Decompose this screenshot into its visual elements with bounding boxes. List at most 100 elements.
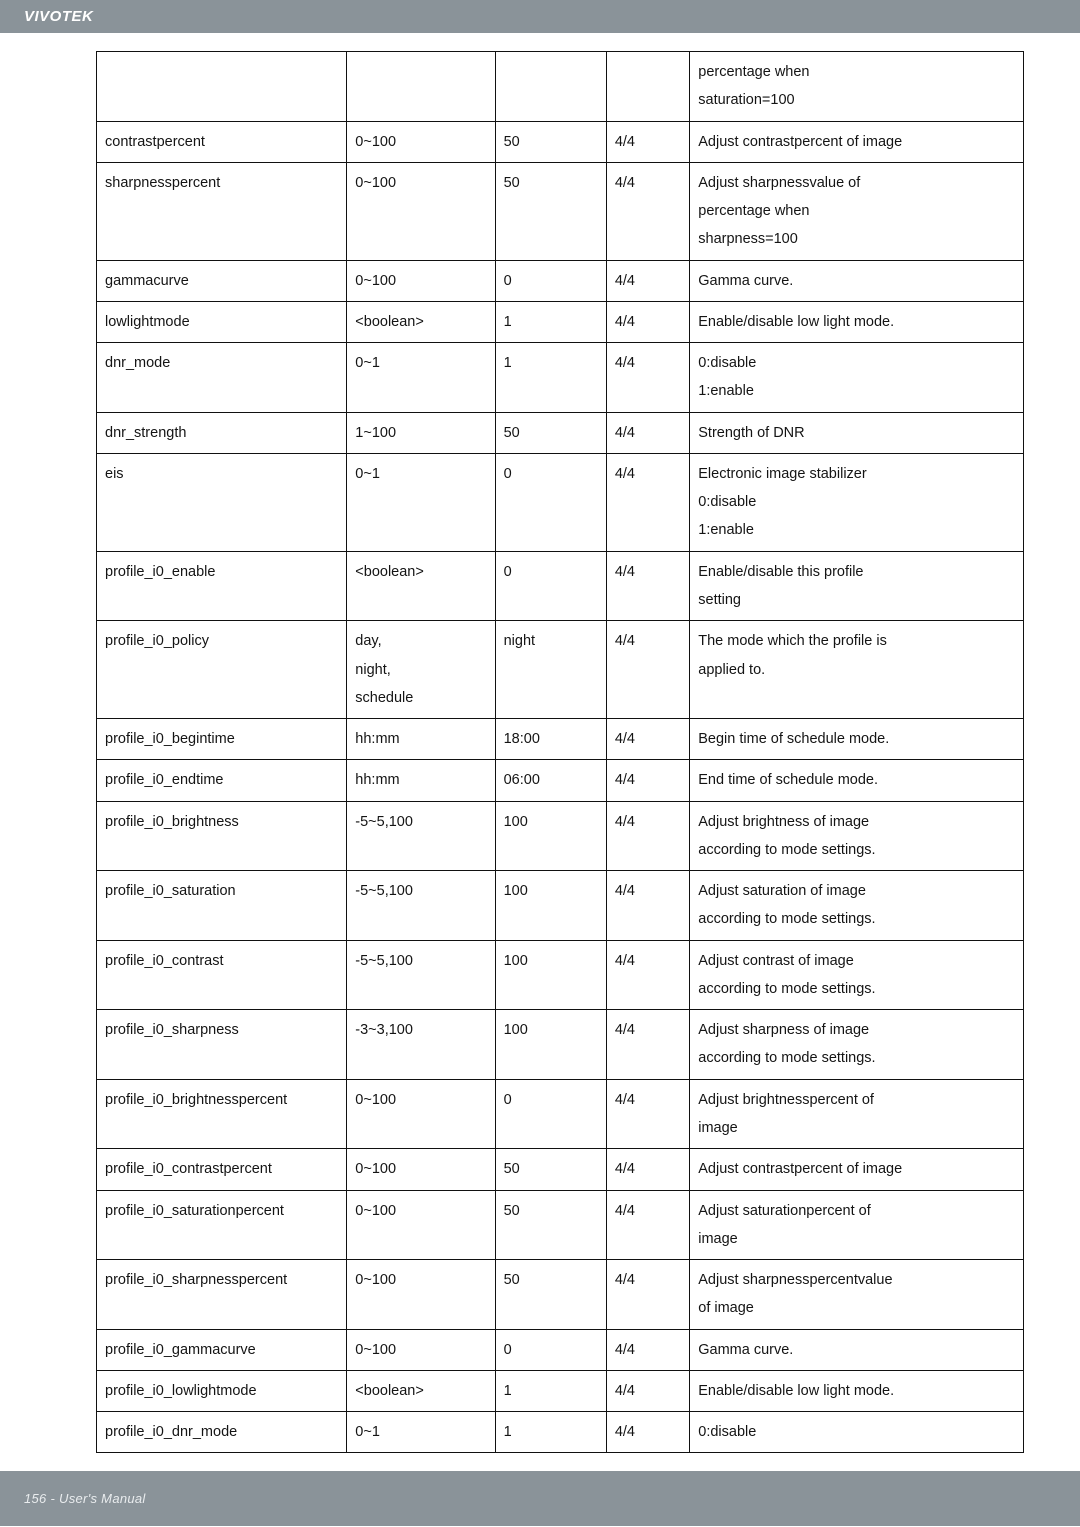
table-cell: -5~5,100 — [347, 871, 495, 941]
table-cell: -5~5,100 — [347, 801, 495, 871]
table-cell: 0:disable — [690, 1412, 1024, 1453]
table-cell: <boolean> — [347, 551, 495, 621]
table-cell: 1 — [495, 343, 606, 413]
table-row: profile_i0_brightness-5~5,1001004/4Adjus… — [97, 801, 1024, 871]
table-row: percentage whensaturation=100 — [97, 52, 1024, 122]
table-cell: Begin time of schedule mode. — [690, 719, 1024, 760]
table-cell: eis — [97, 453, 347, 551]
table-cell: 50 — [495, 1149, 606, 1190]
table-cell: 4/4 — [606, 1329, 689, 1370]
table-row: profile_i0_gammacurve0~10004/4Gamma curv… — [97, 1329, 1024, 1370]
table-cell: Electronic image stabilizer0:disable1:en… — [690, 453, 1024, 551]
table-cell: Strength of DNR — [690, 412, 1024, 453]
table-cell: Adjust sharpnessvalue ofpercentage whens… — [690, 162, 1024, 260]
table-cell: profile_i0_brightness — [97, 801, 347, 871]
table-cell: <boolean> — [347, 1370, 495, 1411]
table-cell: profile_i0_begintime — [97, 719, 347, 760]
table-row: profile_i0_lowlightmode<boolean>14/4Enab… — [97, 1370, 1024, 1411]
table-cell: 50 — [495, 162, 606, 260]
table-cell: profile_i0_brightnesspercent — [97, 1079, 347, 1149]
table-cell: -5~5,100 — [347, 940, 495, 1010]
table-cell: 4/4 — [606, 1010, 689, 1080]
table-cell: 4/4 — [606, 453, 689, 551]
table-cell: 0 — [495, 1079, 606, 1149]
table-row: profile_i0_enable<boolean>04/4Enable/dis… — [97, 551, 1024, 621]
table-row: profile_i0_saturation-5~5,1001004/4Adjus… — [97, 871, 1024, 941]
table-cell: 4/4 — [606, 940, 689, 1010]
table-cell: profile_i0_lowlightmode — [97, 1370, 347, 1411]
table-cell: Adjust saturationpercent ofimage — [690, 1190, 1024, 1260]
table-row: profile_i0_policyday,night,schedulenight… — [97, 621, 1024, 719]
table-row: contrastpercent0~100504/4Adjust contrast… — [97, 121, 1024, 162]
footer-bar: 156 - User's Manual — [0, 1471, 1080, 1526]
table-row: dnr_strength1~100504/4Strength of DNR — [97, 412, 1024, 453]
table-cell: dnr_strength — [97, 412, 347, 453]
table-cell: lowlightmode — [97, 301, 347, 342]
table-cell: 0~100 — [347, 1329, 495, 1370]
table-row: profile_i0_dnr_mode0~114/40:disable — [97, 1412, 1024, 1453]
table-cell: day,night,schedule — [347, 621, 495, 719]
table-cell: Gamma curve. — [690, 1329, 1024, 1370]
brand-label: VIVOTEK — [24, 8, 93, 25]
table-cell: -3~3,100 — [347, 1010, 495, 1080]
table-cell: profile_i0_sharpness — [97, 1010, 347, 1080]
table-row: profile_i0_begintimehh:mm18:004/4Begin t… — [97, 719, 1024, 760]
table-cell: Adjust contrastpercent of image — [690, 1149, 1024, 1190]
table-cell: profile_i0_policy — [97, 621, 347, 719]
table-cell: 4/4 — [606, 162, 689, 260]
table-cell: Adjust saturation of imageaccording to m… — [690, 871, 1024, 941]
table-cell: profile_i0_contrast — [97, 940, 347, 1010]
table-cell: 4/4 — [606, 551, 689, 621]
table-cell: 0~100 — [347, 1260, 495, 1330]
table-cell: 4/4 — [606, 760, 689, 801]
table-cell: 18:00 — [495, 719, 606, 760]
table-row: profile_i0_contrastpercent0~100504/4Adju… — [97, 1149, 1024, 1190]
parameters-table: percentage whensaturation=100contrastper… — [96, 51, 1024, 1453]
page-number-label: 156 - User's Manual — [24, 1491, 146, 1506]
table-cell: profile_i0_enable — [97, 551, 347, 621]
table-row: eis0~104/4Electronic image stabilizer0:d… — [97, 453, 1024, 551]
table-cell: Adjust brightness of imageaccording to m… — [690, 801, 1024, 871]
table-cell: Enable/disable low light mode. — [690, 1370, 1024, 1411]
table-cell: 50 — [495, 1260, 606, 1330]
table-cell: profile_i0_sharpnesspercent — [97, 1260, 347, 1330]
table-cell: night — [495, 621, 606, 719]
table-cell: 0~100 — [347, 1079, 495, 1149]
table-cell: Enable/disable low light mode. — [690, 301, 1024, 342]
table-cell: 100 — [495, 871, 606, 941]
table-cell: profile_i0_dnr_mode — [97, 1412, 347, 1453]
table-cell: 4/4 — [606, 412, 689, 453]
table-cell: 4/4 — [606, 871, 689, 941]
table-cell: 0~100 — [347, 1149, 495, 1190]
table-cell: End time of schedule mode. — [690, 760, 1024, 801]
table-cell: Gamma curve. — [690, 260, 1024, 301]
table-cell: 4/4 — [606, 121, 689, 162]
table-cell: gammacurve — [97, 260, 347, 301]
table-cell: 4/4 — [606, 1412, 689, 1453]
table-cell: Enable/disable this profilesetting — [690, 551, 1024, 621]
table-cell: 1~100 — [347, 412, 495, 453]
table-cell: 4/4 — [606, 801, 689, 871]
table-cell: Adjust contrast of imageaccording to mod… — [690, 940, 1024, 1010]
table-row: profile_i0_sharpnesspercent0~100504/4Adj… — [97, 1260, 1024, 1330]
table-cell: <boolean> — [347, 301, 495, 342]
table-cell — [347, 52, 495, 122]
table-row: profile_i0_sharpness-3~3,1001004/4Adjust… — [97, 1010, 1024, 1080]
table-cell: 4/4 — [606, 621, 689, 719]
table-cell: 0~100 — [347, 260, 495, 301]
table-cell: profile_i0_saturation — [97, 871, 347, 941]
table-cell: 4/4 — [606, 301, 689, 342]
parameters-tbody: percentage whensaturation=100contrastper… — [97, 52, 1024, 1453]
table-row: sharpnesspercent0~100504/4Adjust sharpne… — [97, 162, 1024, 260]
table-cell — [97, 52, 347, 122]
table-cell: 0~100 — [347, 121, 495, 162]
table-cell: 50 — [495, 412, 606, 453]
table-row: dnr_mode0~114/40:disable1:enable — [97, 343, 1024, 413]
header-bar: VIVOTEK — [0, 0, 1080, 33]
table-cell: dnr_mode — [97, 343, 347, 413]
table-cell: 1 — [495, 1412, 606, 1453]
table-cell: Adjust sharpness of imageaccording to mo… — [690, 1010, 1024, 1080]
table-cell: 4/4 — [606, 1149, 689, 1190]
table-cell: profile_i0_contrastpercent — [97, 1149, 347, 1190]
table-cell: 0~1 — [347, 343, 495, 413]
